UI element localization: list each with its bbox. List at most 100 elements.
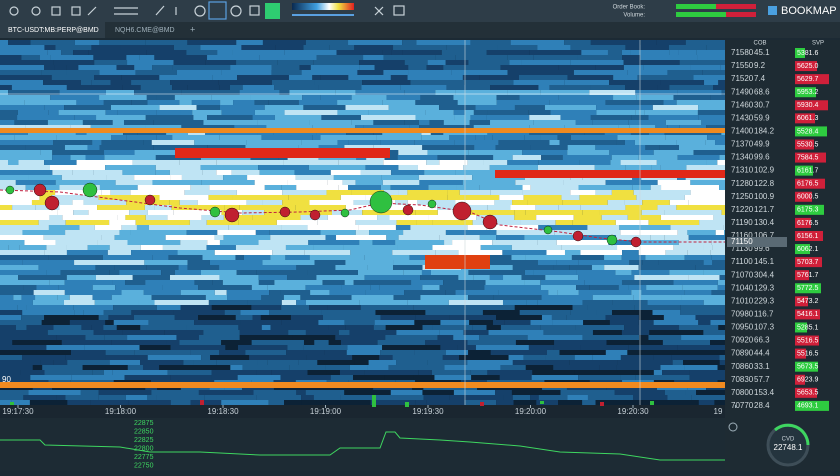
heatmap-cell bbox=[595, 145, 646, 150]
tool-icon[interactable] bbox=[87, 6, 97, 16]
heatmap-cell bbox=[207, 115, 253, 120]
heatmap-cell bbox=[38, 265, 96, 270]
heatmap-cell bbox=[8, 160, 19, 165]
cvd-gauge-arc bbox=[774, 423, 810, 446]
tab-label[interactable]: BTC-USDT:MB:PERP@BMD bbox=[8, 27, 99, 34]
svp-bar bbox=[795, 139, 814, 150]
heatmap-cell bbox=[88, 210, 130, 215]
heatmap-cell bbox=[113, 305, 157, 310]
heatmap-cell bbox=[0, 270, 47, 275]
tab-label[interactable]: NQH6.CME@BMD bbox=[115, 27, 175, 34]
heatmap-cell bbox=[101, 235, 115, 240]
heatmap-cell bbox=[540, 325, 576, 330]
heatmap-cell bbox=[606, 340, 663, 345]
heatmap-cell bbox=[689, 370, 725, 375]
heatmap-cell bbox=[392, 355, 443, 360]
heatmap-cell bbox=[98, 315, 109, 320]
heatmap-cell bbox=[364, 275, 421, 280]
heatmap-cell bbox=[0, 355, 23, 360]
heatmap-cell bbox=[67, 400, 91, 405]
heatmap-cell bbox=[76, 160, 133, 165]
heatmap-cell bbox=[48, 225, 80, 230]
heatmap-cell bbox=[676, 140, 706, 145]
heatmap-cell bbox=[143, 290, 181, 295]
heatmap-cell bbox=[530, 145, 568, 150]
heatmap-cell bbox=[660, 165, 687, 170]
volume-bar bbox=[200, 400, 204, 405]
heatmap-cell bbox=[537, 45, 571, 50]
heatmap-cell bbox=[540, 285, 577, 290]
svp-bar bbox=[795, 374, 805, 385]
heatmap-cell bbox=[28, 390, 81, 395]
heatmap-cell bbox=[522, 190, 571, 195]
color-scale[interactable] bbox=[292, 3, 354, 10]
heatmap-cell bbox=[237, 345, 288, 350]
heatmap-cell bbox=[228, 225, 282, 230]
tool-icon[interactable] bbox=[249, 5, 260, 16]
add-tab[interactable]: + bbox=[190, 24, 195, 34]
heatmap-cell bbox=[95, 265, 115, 270]
heatmap-cell bbox=[181, 365, 231, 370]
heatmap-cell bbox=[261, 325, 271, 330]
tool-icon[interactable] bbox=[230, 5, 242, 17]
heatmap-cell bbox=[395, 200, 408, 205]
heatmap-cell bbox=[468, 270, 525, 275]
heatmap-cell bbox=[289, 365, 326, 370]
tool-icon[interactable] bbox=[71, 6, 81, 16]
heatmap-cell bbox=[298, 145, 319, 150]
heatmap-cell bbox=[432, 325, 473, 330]
heatmap-cell bbox=[422, 285, 440, 290]
heatmap-cell bbox=[257, 360, 268, 365]
heatmap-cell bbox=[642, 400, 699, 405]
tool-icon[interactable] bbox=[155, 5, 165, 16]
heatmap-cell bbox=[250, 95, 303, 100]
heatmap-cell bbox=[247, 175, 296, 180]
heatmap-cell bbox=[443, 65, 465, 70]
heatmap-cell bbox=[383, 55, 436, 60]
heatmap-cell bbox=[512, 360, 570, 365]
settings-icon[interactable] bbox=[728, 422, 738, 432]
heatmap-cell bbox=[684, 195, 725, 200]
heatmap-cell bbox=[232, 50, 285, 55]
svp-value: 6175.3 bbox=[797, 207, 819, 214]
heatmap-cell bbox=[186, 230, 218, 235]
heatmap-cell bbox=[425, 340, 468, 345]
heatmap-cell bbox=[105, 165, 156, 170]
heatmap-cell bbox=[0, 75, 52, 80]
time-label: 19:19:00 bbox=[310, 407, 342, 416]
tab-active[interactable] bbox=[0, 22, 105, 38]
tool-icon[interactable] bbox=[194, 5, 206, 17]
heatmap-cell bbox=[44, 105, 65, 110]
heatmap-cell bbox=[0, 305, 18, 310]
heatmap-cell bbox=[211, 95, 251, 100]
heatmap-cell bbox=[288, 75, 313, 80]
tool-icon[interactable] bbox=[31, 6, 41, 16]
tool-icon[interactable] bbox=[9, 6, 19, 16]
heatmap-cell bbox=[530, 320, 553, 325]
heatmap-cell bbox=[38, 220, 66, 225]
heatmap-cell bbox=[490, 85, 539, 90]
heatmap-cell bbox=[561, 245, 618, 250]
tool-icon-active[interactable] bbox=[208, 1, 227, 20]
heatmap-cell bbox=[487, 205, 511, 210]
heatmap-cell bbox=[345, 260, 394, 265]
heatmap-cell bbox=[238, 220, 277, 225]
heatmap-cell bbox=[662, 340, 711, 345]
heatmap-cell bbox=[546, 350, 560, 355]
heatmap-cell bbox=[131, 80, 171, 85]
heatmap-cell bbox=[99, 185, 138, 190]
heatmap-cell bbox=[628, 120, 666, 125]
tool-icon[interactable] bbox=[51, 6, 61, 16]
heatmap-cell bbox=[558, 65, 587, 70]
heatmap-cell bbox=[715, 230, 725, 235]
heatmap-cell bbox=[673, 280, 718, 285]
lock-button[interactable] bbox=[265, 3, 280, 19]
tool-icon[interactable] bbox=[393, 5, 405, 16]
heatmap-cell bbox=[425, 110, 454, 115]
heatmap-cell bbox=[453, 110, 465, 115]
heatmap-cell bbox=[241, 265, 297, 270]
heatmap-cell bbox=[375, 310, 426, 315]
heatmap-cell bbox=[281, 185, 297, 190]
heatmap-cell bbox=[515, 180, 564, 185]
heatmap-cell bbox=[512, 200, 528, 205]
